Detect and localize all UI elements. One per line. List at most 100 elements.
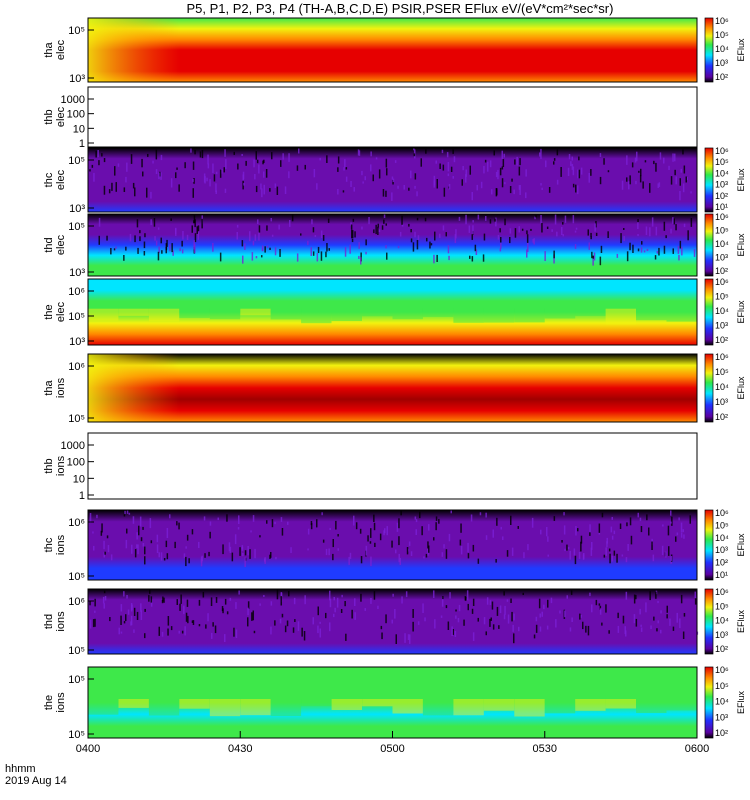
y-axis-label: ions <box>55 377 67 398</box>
y-tick-label: 10⁵ <box>68 221 85 233</box>
y-tick-label: 10⁵ <box>68 311 85 323</box>
y-axis-label: tha <box>43 379 55 395</box>
colorbar-label: EFlux <box>736 168 746 192</box>
panel-frame <box>87 588 698 655</box>
colorbar-tick-label: 10³ <box>715 253 728 263</box>
x-tick-label: 0430 <box>228 743 252 755</box>
colorbar-tick-label: 10² <box>715 335 728 345</box>
colorbar-tick-label: 10⁶ <box>715 16 729 26</box>
colorbar-tick-label: 10² <box>715 266 728 276</box>
colorbar-label: EFlux <box>736 533 746 557</box>
panel-thb-ions: 1000 100 10 1 thb ions <box>43 432 698 502</box>
y-axis-label: elec <box>55 234 67 255</box>
spectrogram-blocks <box>88 308 697 325</box>
colorbar-tick-label: 10³ <box>715 58 728 68</box>
colorbar-tick-label: 10² <box>715 191 728 201</box>
colorbar-tick-label: 10⁶ <box>715 146 729 156</box>
y-tick-label: 10⁵ <box>68 155 85 167</box>
y-tick-label: 10⁵ <box>68 645 85 657</box>
panel-frame <box>87 353 698 423</box>
colorbar-tick-label: 10⁵ <box>715 30 729 40</box>
y-axis-label: thc <box>43 172 55 187</box>
y-axis-label: ions <box>55 611 67 632</box>
date-label: 2019 Aug 14 <box>5 775 67 787</box>
y-axis-label: the <box>43 304 55 319</box>
panel-thb-elec: 1000 100 10 1 thb elec <box>43 86 698 150</box>
colorbar-tick-label: 10¹ <box>715 570 728 580</box>
colorbar-label: EFlux <box>736 300 746 324</box>
panel-tha-elec: 10⁶ 10⁵ 10⁴ 10³ 10² EFlux 10⁵ 10³ tha elec <box>43 16 746 85</box>
y-tick-label: 10³ <box>69 73 85 85</box>
colorbar-tick-label: 10³ <box>715 630 728 640</box>
y-axis-label: thd <box>43 614 55 629</box>
colorbar: 10⁶ 10⁵ 10⁴ 10³ 10² EFlux <box>704 212 746 277</box>
y-tick-label: 10 <box>73 123 85 135</box>
colorbar-tick-label: 10⁵ <box>715 157 729 167</box>
x-tick-label: 0530 <box>533 743 557 755</box>
y-axis-label: thb <box>43 109 55 124</box>
colorbar-tick-label: 10³ <box>715 321 728 331</box>
colorbar: 10⁶ 10⁵ 10⁴ 10³ 10² EFlux <box>704 277 746 346</box>
y-tick-label: 10⁵ <box>68 25 85 37</box>
y-axis-label: elec <box>55 169 67 190</box>
colorbar: 10⁶ 10⁵ 10⁴ 10³ 10² EFlux <box>704 587 746 655</box>
y-axis-label: ions <box>55 534 67 555</box>
panel-frame <box>87 432 698 500</box>
panel-frame <box>87 17 698 83</box>
y-tick-label: 10⁵ <box>68 674 85 686</box>
y-tick-label: 1000 <box>61 94 85 106</box>
y-axis-label: thc <box>43 537 55 552</box>
colorbar-tick-label: 10¹ <box>715 202 728 212</box>
colorbar-tick-label: 10⁴ <box>715 239 729 249</box>
colorbar-tick-label: 10⁵ <box>715 520 729 530</box>
colorbar-tick-label: 10⁴ <box>715 306 729 316</box>
x-tick-label: 0400 <box>76 743 100 755</box>
colorbar-tick-label: 10³ <box>715 545 728 555</box>
colorbar-tick-label: 10⁶ <box>715 212 729 222</box>
colorbar-tick-label: 10² <box>715 728 728 738</box>
colorbar-label: EFlux <box>736 376 746 400</box>
colorbar-tick-label: 10⁶ <box>715 665 729 675</box>
colorbar-label: EFlux <box>736 691 746 715</box>
y-axis-label: thd <box>43 237 55 252</box>
panel-frame <box>87 86 698 148</box>
colorbar-tick-label: 10⁵ <box>715 226 729 236</box>
colorbar-tick-label: 10² <box>715 412 728 422</box>
y-tick-label: 10⁵ <box>68 729 85 741</box>
y-tick-label: 10⁶ <box>68 361 85 373</box>
y-tick-label: 10⁶ <box>68 596 85 608</box>
figure-title: P5, P1, P2, P3, P4 (TH-A,B,C,D,E) PSIR,P… <box>187 1 614 16</box>
spectrogram-noise <box>89 148 692 201</box>
y-axis-label: the <box>43 695 55 710</box>
spectrogram-shade <box>88 354 697 422</box>
y-tick-label: 10³ <box>69 203 85 215</box>
colorbar-tick-label: 10⁴ <box>715 616 729 626</box>
y-tick-label: 100 <box>67 457 85 469</box>
panel-tha-ions: 10⁶ 10⁵ 10⁴ 10³ 10² EFlux 10⁶ 10⁵ tha ions <box>43 352 746 425</box>
colorbar: 10⁶ 10⁵ 10⁴ 10³ 10² EFlux <box>704 16 746 83</box>
colorbar-tick-label: 10⁵ <box>715 367 729 377</box>
y-tick-label: 10³ <box>69 267 85 279</box>
panel-frame <box>87 278 698 346</box>
panel-frame <box>87 147 698 213</box>
y-axis-label: ions <box>55 455 67 476</box>
spectrogram-noise <box>98 214 696 266</box>
colorbar: 10⁶ 10⁵ 10⁴ 10³ 10² EFlux <box>704 665 746 739</box>
colorbar-tick-label: 10⁶ <box>715 277 729 287</box>
colorbar-tick-label: 10⁵ <box>715 681 729 691</box>
y-tick-label: 10 <box>73 473 85 485</box>
colorbar-tick-label: 10⁴ <box>715 382 729 392</box>
colorbar-tick-label: 10⁵ <box>715 601 729 611</box>
spectrogram-fill <box>88 214 697 276</box>
y-axis-label: elec <box>55 39 67 60</box>
x-tick-label: 0500 <box>380 743 404 755</box>
spectrogram-blocks <box>88 699 697 717</box>
colorbar-tick-label: 10⁶ <box>715 508 729 518</box>
colorbar-tick-label: 10³ <box>715 180 728 190</box>
colorbar-tick-label: 10² <box>715 558 728 568</box>
y-tick-label: 10⁶ <box>68 286 85 298</box>
spectrogram-shade <box>88 18 697 82</box>
colorbar-tick-label: 10⁴ <box>715 697 729 707</box>
colorbar-label: EFlux <box>736 38 746 62</box>
